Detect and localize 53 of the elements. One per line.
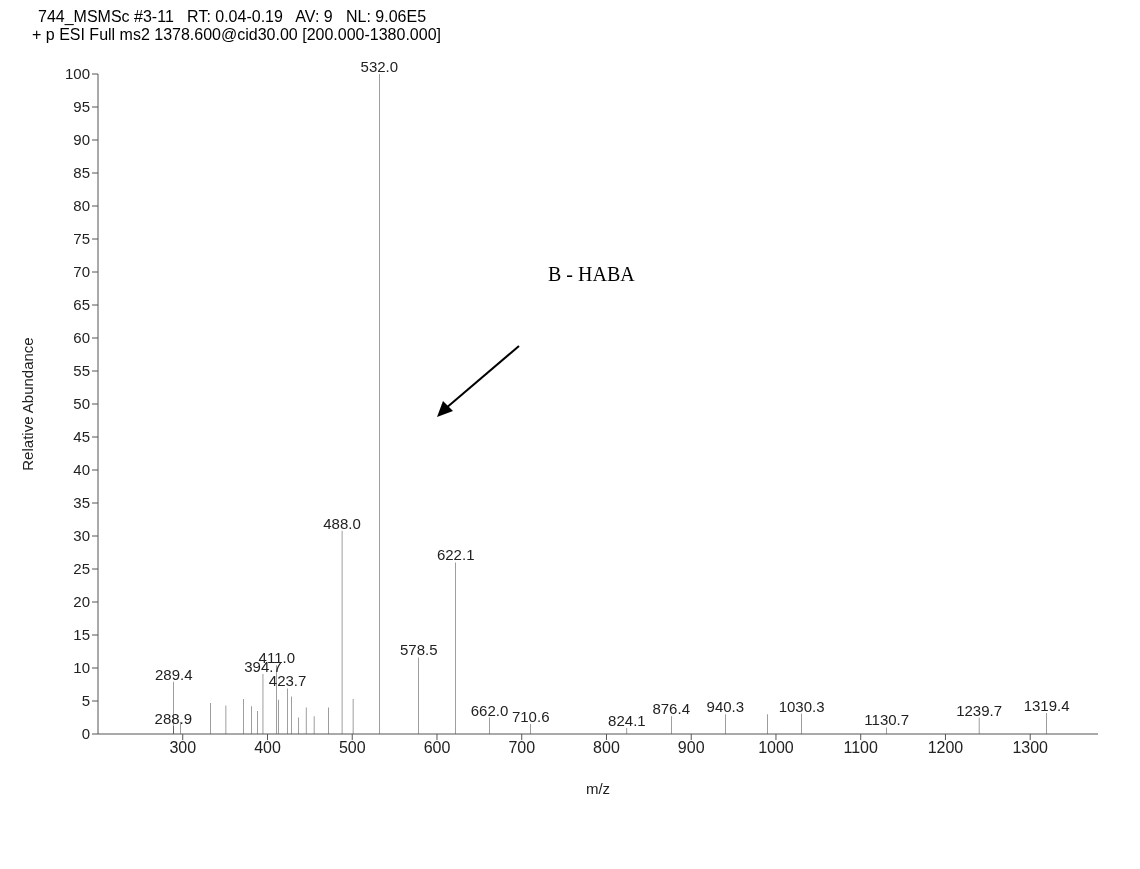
x-tick-label: 1000 <box>758 739 794 757</box>
x-tick-label: 1300 <box>1012 739 1049 757</box>
x-tick-label: 900 <box>677 739 705 757</box>
y-tick-label: 5 <box>81 692 90 710</box>
chart-title: 744_MSMSc #3-11 RT: 0.04-0.19 AV: 9 NL: 9.06E5 <box>37 8 428 26</box>
y-tick-label: 70 <box>73 263 90 281</box>
y-tick-label: 100 <box>64 65 90 83</box>
x-tick-label: 800 <box>593 739 620 757</box>
y-tick-label: 85 <box>73 164 90 182</box>
annotation: B - HABA <box>548 263 635 286</box>
y-tick-label: 10 <box>73 659 90 677</box>
x-tick-label: 300 <box>169 739 197 757</box>
y-tick-label: 80 <box>73 197 90 215</box>
annotation: 1239.7 <box>956 701 1003 719</box>
x-tick-label: 1100 <box>843 739 879 757</box>
y-tick-label: 30 <box>73 527 90 545</box>
y-tick-label: 40 <box>73 461 90 479</box>
annotation: 532.0 <box>360 58 399 75</box>
annotation: 1030.3 <box>778 697 825 715</box>
annotation: 423.7 <box>268 672 307 690</box>
y-tick-label: 90 <box>73 131 90 149</box>
annotation: 824.1 <box>608 712 646 730</box>
annotation: 288.9 <box>154 710 193 728</box>
y-tick-label: 25 <box>73 560 90 578</box>
annotation: 876.4 <box>652 700 690 718</box>
annotation: 1319.4 <box>1023 696 1070 714</box>
annotation: 488.0 <box>323 514 361 532</box>
x-tick-label: 400 <box>254 739 281 757</box>
y-tick-label: 15 <box>73 626 90 644</box>
annotation: 1130.7 <box>864 711 910 729</box>
y-tick-label: 75 <box>73 230 90 248</box>
y-tick-label: 55 <box>73 362 90 380</box>
x-axis-title: m/z <box>585 780 611 797</box>
y-tick-label: 65 <box>73 296 90 314</box>
annotation: 622.1 <box>436 546 475 564</box>
x-tick-label: 700 <box>508 739 536 757</box>
annotation: 289.4 <box>154 665 193 683</box>
annotation: 710.6 <box>511 708 550 726</box>
x-tick-label: 500 <box>338 739 366 757</box>
y-tick-label: 45 <box>73 428 90 446</box>
y-tick-label: 0 <box>81 725 90 743</box>
x-tick-label: 600 <box>423 739 451 757</box>
y-axis-title: Relative Abundance <box>19 337 37 471</box>
annotation: 662.0 <box>470 701 509 719</box>
y-tick-label: 95 <box>73 98 90 116</box>
annotation: 578.5 <box>399 641 438 659</box>
x-tick-label: 1200 <box>927 739 964 757</box>
y-tick-label: 35 <box>73 494 90 512</box>
chart-subtitle: + p ESI Full ms2 1378.600@cid30.00 [200.000-1380.000] <box>31 26 442 44</box>
y-tick-label: 60 <box>73 329 90 347</box>
y-tick-label: 50 <box>73 395 90 413</box>
annotation: 940.3 <box>706 698 745 716</box>
y-tick-label: 20 <box>73 593 90 611</box>
